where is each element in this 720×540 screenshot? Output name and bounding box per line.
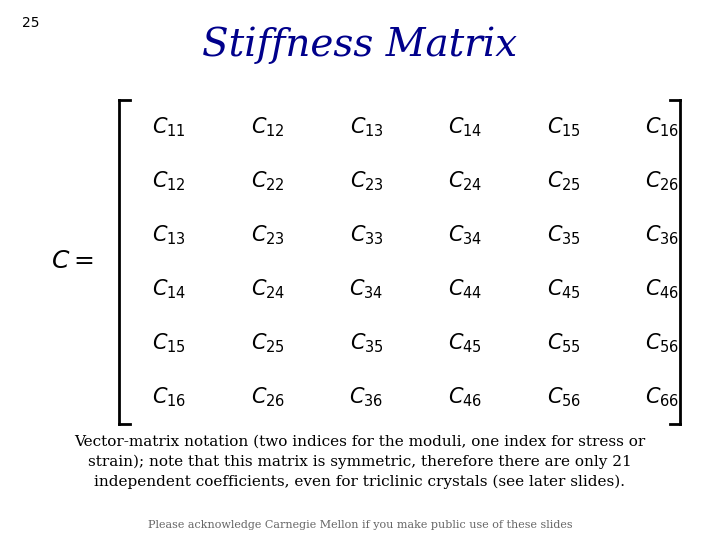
Text: $C_{11}$: $C_{11}$ bbox=[153, 115, 186, 139]
Text: $C =$: $C =$ bbox=[50, 251, 94, 273]
Text: $C_{25}$: $C_{25}$ bbox=[546, 169, 581, 193]
Text: $C_{14}$: $C_{14}$ bbox=[448, 115, 482, 139]
Text: $C_{35}$: $C_{35}$ bbox=[349, 331, 384, 355]
Text: $C_{33}$: $C_{33}$ bbox=[349, 223, 384, 247]
Text: $C_{14}$: $C_{14}$ bbox=[152, 277, 186, 301]
Text: $C_{34}$: $C_{34}$ bbox=[349, 277, 384, 301]
Text: $C_{15}$: $C_{15}$ bbox=[152, 331, 186, 355]
Text: $C_{15}$: $C_{15}$ bbox=[546, 115, 581, 139]
Text: $C_{56}$: $C_{56}$ bbox=[645, 331, 680, 355]
Text: $C_{24}$: $C_{24}$ bbox=[448, 169, 482, 193]
Text: $C_{12}$: $C_{12}$ bbox=[251, 115, 284, 139]
Text: $C_{26}$: $C_{26}$ bbox=[251, 385, 285, 409]
Text: $C_{22}$: $C_{22}$ bbox=[251, 169, 284, 193]
Text: $C_{16}$: $C_{16}$ bbox=[645, 115, 680, 139]
Text: Please acknowledge Carnegie Mellon if you make public use of these slides: Please acknowledge Carnegie Mellon if yo… bbox=[148, 520, 572, 530]
Text: $C_{24}$: $C_{24}$ bbox=[251, 277, 285, 301]
Text: 25: 25 bbox=[22, 16, 39, 30]
Text: $C_{23}$: $C_{23}$ bbox=[349, 169, 384, 193]
Text: $C_{35}$: $C_{35}$ bbox=[546, 223, 581, 247]
Text: $C_{23}$: $C_{23}$ bbox=[251, 223, 285, 247]
Text: $C_{45}$: $C_{45}$ bbox=[546, 277, 581, 301]
Text: $C_{45}$: $C_{45}$ bbox=[448, 331, 482, 355]
Text: $C_{16}$: $C_{16}$ bbox=[152, 385, 186, 409]
Text: $C_{34}$: $C_{34}$ bbox=[448, 223, 482, 247]
Text: $C_{36}$: $C_{36}$ bbox=[645, 223, 680, 247]
Text: $C_{55}$: $C_{55}$ bbox=[546, 331, 581, 355]
Text: $C_{13}$: $C_{13}$ bbox=[152, 223, 186, 247]
Text: Stiffness Matrix: Stiffness Matrix bbox=[202, 27, 518, 64]
Text: $C_{13}$: $C_{13}$ bbox=[349, 115, 384, 139]
Text: $C_{46}$: $C_{46}$ bbox=[448, 385, 482, 409]
Text: $C_{66}$: $C_{66}$ bbox=[645, 385, 680, 409]
Text: Vector-matrix notation (two indices for the moduli, one index for stress or
stra: Vector-matrix notation (two indices for … bbox=[74, 435, 646, 489]
Text: $C_{25}$: $C_{25}$ bbox=[251, 331, 285, 355]
Text: $C_{12}$: $C_{12}$ bbox=[153, 169, 186, 193]
Text: $C_{26}$: $C_{26}$ bbox=[645, 169, 680, 193]
Text: $C_{36}$: $C_{36}$ bbox=[349, 385, 384, 409]
Text: $C_{44}$: $C_{44}$ bbox=[448, 277, 482, 301]
Text: $C_{56}$: $C_{56}$ bbox=[546, 385, 581, 409]
Text: $C_{46}$: $C_{46}$ bbox=[645, 277, 680, 301]
